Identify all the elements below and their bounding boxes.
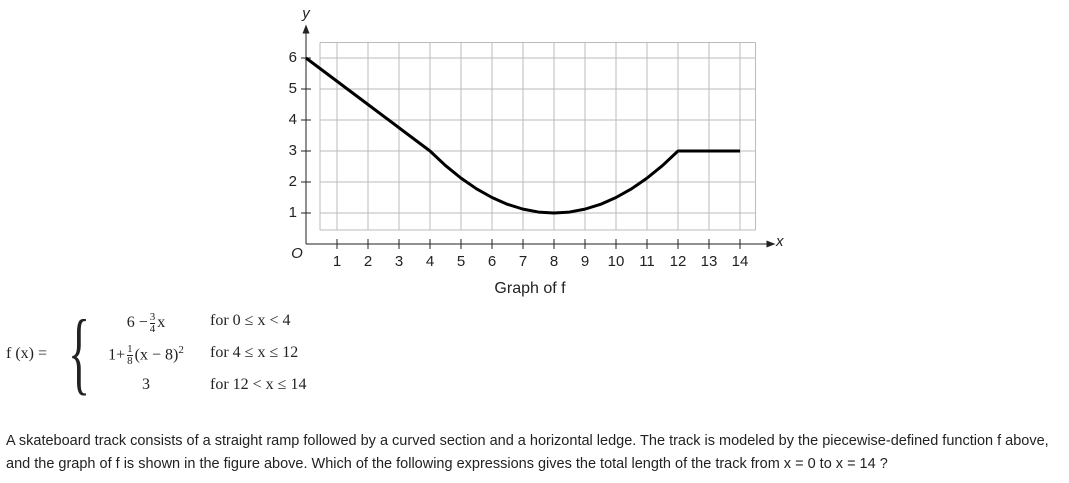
piece-expression: 3	[88, 376, 204, 394]
x-tick-label: 3	[395, 253, 403, 270]
piece-condition: for 4 ≤ x ≤ 12	[210, 344, 299, 361]
expr-part: 6 −	[126, 314, 148, 332]
piece-condition: for 0 ≤ x < 4	[210, 312, 291, 329]
numerator: 3	[149, 311, 156, 324]
y-axis-label: y	[301, 5, 311, 22]
function-curve	[305, 56, 740, 215]
expr-part: 1+	[108, 346, 126, 364]
x-arrow	[766, 240, 776, 248]
x-axis-label: x	[775, 233, 784, 250]
exponent: 2	[178, 344, 184, 356]
x-tick-label: 10	[608, 253, 625, 270]
piece-expression: 1+ 1 8 (x − 8)2	[88, 344, 204, 367]
x-tick-label: 5	[457, 253, 465, 270]
y-tick-label: 3	[289, 142, 297, 159]
piece-expression: 6 −3 4 x	[88, 312, 204, 335]
denominator: 8	[127, 355, 133, 368]
y-tick-label: 1	[289, 204, 297, 221]
expr-part: (x − 8)	[134, 346, 179, 364]
piece: 6 −3 4 x for 0 ≤ x < 4	[88, 312, 418, 342]
x-tick-label: 13	[701, 253, 718, 270]
x-tick-label: 11	[639, 253, 655, 270]
piece-condition: for 12 < x ≤ 14	[210, 376, 307, 393]
origin-label: O	[291, 245, 303, 262]
y-arrow	[302, 24, 310, 34]
y-tick-label: 5	[289, 80, 297, 97]
numerator: 1	[127, 343, 133, 357]
denominator: 4	[149, 323, 156, 335]
y-tick-label: 2	[289, 173, 297, 190]
chart-caption: Graph of f	[494, 280, 566, 297]
piece: 1+ 1 8 (x − 8)2 for 4 ≤ x ≤ 12	[88, 344, 418, 374]
expr-part: 3	[142, 376, 150, 393]
x-tick-label: 4	[426, 253, 434, 270]
expr-part: x	[157, 314, 166, 332]
x-tick-label: 1	[333, 253, 341, 270]
question: A skateboard track consists of a straigh…	[6, 433, 1049, 472]
x-tick-label: 7	[519, 253, 527, 270]
chart: Graph of f x y O 1 2 3 4 5 6 7 8 9 10 11 12 13 141234…	[289, 5, 784, 297]
definition-lhs: f (x) =	[6, 345, 48, 362]
x-tick-label: 6	[488, 253, 496, 270]
x-tick-label: 14	[732, 253, 749, 270]
y-tick-label: 6	[289, 49, 297, 66]
brace: {	[68, 301, 91, 403]
x-tick-label: 12	[670, 253, 687, 270]
piece: 3 for 12 < x ≤ 14	[88, 376, 418, 406]
x-tick-label: 9	[581, 253, 589, 270]
x-tick-label: 8	[550, 253, 558, 270]
y-tick-label: 4	[289, 111, 297, 128]
x-tick-label: 2	[364, 253, 372, 270]
